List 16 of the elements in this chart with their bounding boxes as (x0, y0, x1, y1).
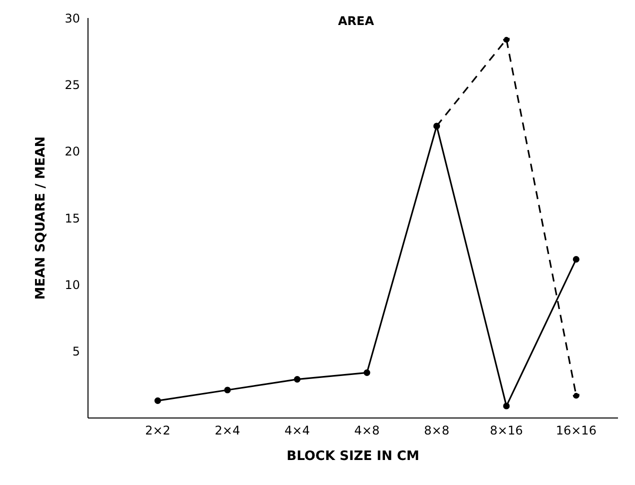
x-tick-label: 8×8 (424, 424, 450, 438)
x-tick-label: 2×4 (214, 424, 240, 438)
y-tick-label: 20 (64, 144, 80, 159)
y-tick-label: 30 (64, 11, 80, 26)
x-tick-label: 2×2 (145, 424, 170, 438)
x-tick-label: 4×8 (354, 424, 380, 438)
y-tick-label: 5 (72, 344, 80, 359)
x-tick-label: 4×4 (284, 424, 310, 438)
y-tick-label: 25 (64, 78, 80, 92)
x-tick-label: 8×16 (490, 424, 523, 438)
y-tick-label: 15 (64, 211, 80, 226)
x-tick-label: 16×16 (556, 424, 596, 438)
x-axis-title: BLOCK SIZE IN CM (286, 449, 420, 464)
y-tick-label: 10 (64, 278, 80, 292)
chart-title: AREA (338, 14, 374, 28)
y-axis-title: MEAN SQUARE / MEAN (34, 136, 49, 300)
